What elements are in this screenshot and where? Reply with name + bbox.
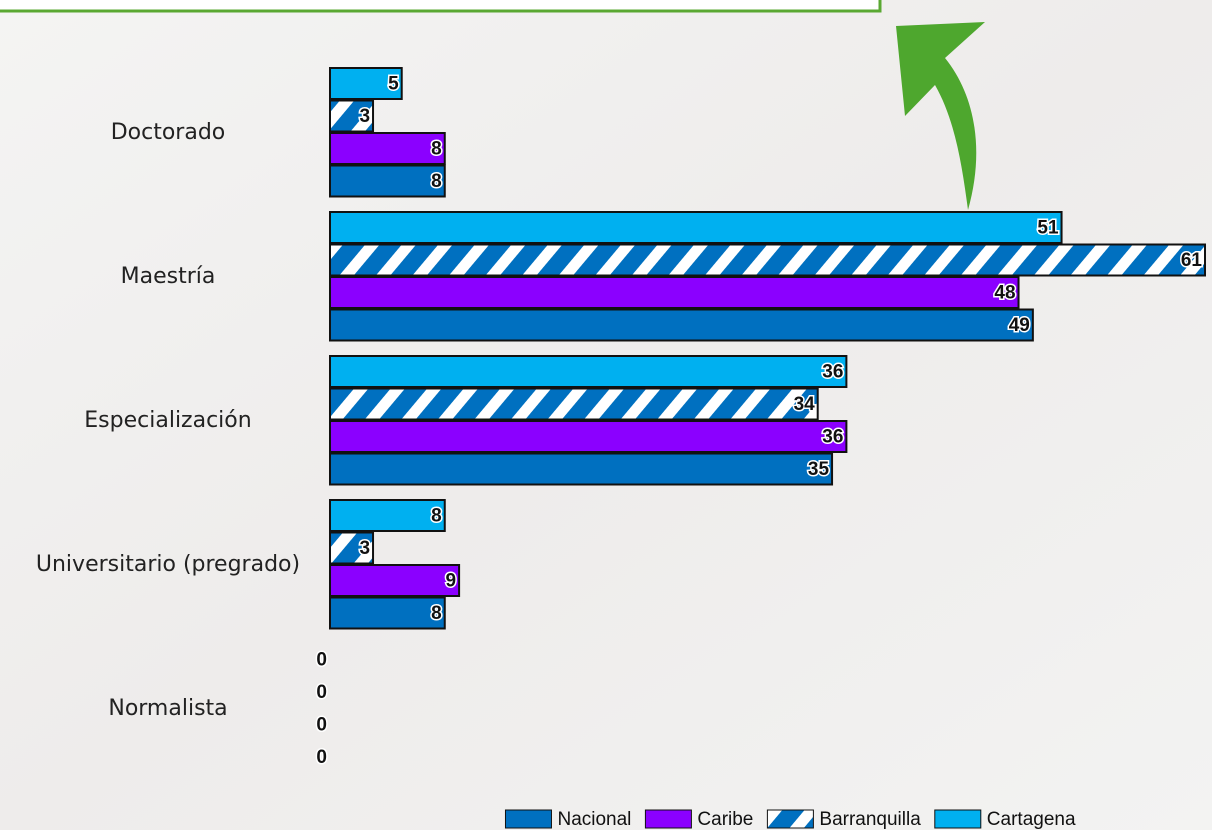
bar bbox=[330, 166, 445, 197]
bar bbox=[330, 598, 445, 629]
legend: Nacional Caribe Barranquilla Cartagena bbox=[505, 809, 1075, 830]
chart: Doctorado5388Maestría51614849Especializa… bbox=[0, 0, 1212, 830]
value-label: 36 bbox=[822, 362, 843, 383]
value-label: 8 bbox=[431, 506, 442, 527]
category-label: Doctorado bbox=[111, 120, 226, 145]
value-label: 35 bbox=[808, 459, 830, 480]
legend-swatch bbox=[505, 810, 551, 828]
bar bbox=[330, 565, 459, 596]
bar bbox=[330, 500, 445, 531]
legend-label: Barranquilla bbox=[819, 809, 921, 830]
legend-swatch bbox=[767, 810, 813, 828]
category-label: Especialización bbox=[84, 408, 251, 433]
value-label: 0 bbox=[316, 747, 327, 768]
value-label: 0 bbox=[316, 682, 327, 703]
value-label: 8 bbox=[431, 171, 442, 192]
bar bbox=[330, 356, 846, 387]
value-label: 8 bbox=[431, 603, 442, 624]
value-label: 48 bbox=[994, 283, 1015, 304]
legend-label: Nacional bbox=[557, 809, 631, 830]
bar bbox=[330, 133, 445, 164]
bar bbox=[330, 310, 1033, 341]
bar bbox=[330, 212, 1062, 243]
legend-label: Cartagena bbox=[987, 809, 1076, 830]
value-label: 3 bbox=[359, 106, 370, 127]
bar bbox=[330, 454, 832, 485]
value-label: 61 bbox=[1181, 250, 1203, 271]
bar bbox=[330, 245, 1205, 276]
value-label: 0 bbox=[316, 715, 327, 736]
value-label: 9 bbox=[446, 571, 457, 592]
header-box bbox=[0, 0, 880, 11]
bar bbox=[330, 421, 846, 452]
legend-swatch bbox=[645, 810, 691, 828]
legend-label: Caribe bbox=[697, 809, 753, 830]
category-label: Normalista bbox=[108, 696, 227, 721]
value-label: 3 bbox=[359, 538, 370, 559]
category-label: Maestría bbox=[121, 264, 216, 289]
value-label: 36 bbox=[822, 427, 843, 448]
value-label: 0 bbox=[316, 650, 327, 671]
value-label: 34 bbox=[794, 394, 816, 415]
value-label: 8 bbox=[431, 139, 442, 160]
legend-swatch bbox=[935, 810, 981, 828]
bar bbox=[330, 389, 818, 420]
bar bbox=[330, 277, 1019, 308]
value-label: 5 bbox=[388, 74, 399, 95]
value-label: 51 bbox=[1037, 218, 1059, 239]
value-label: 49 bbox=[1009, 315, 1030, 336]
category-label: Universitario (pregrado) bbox=[36, 552, 300, 577]
